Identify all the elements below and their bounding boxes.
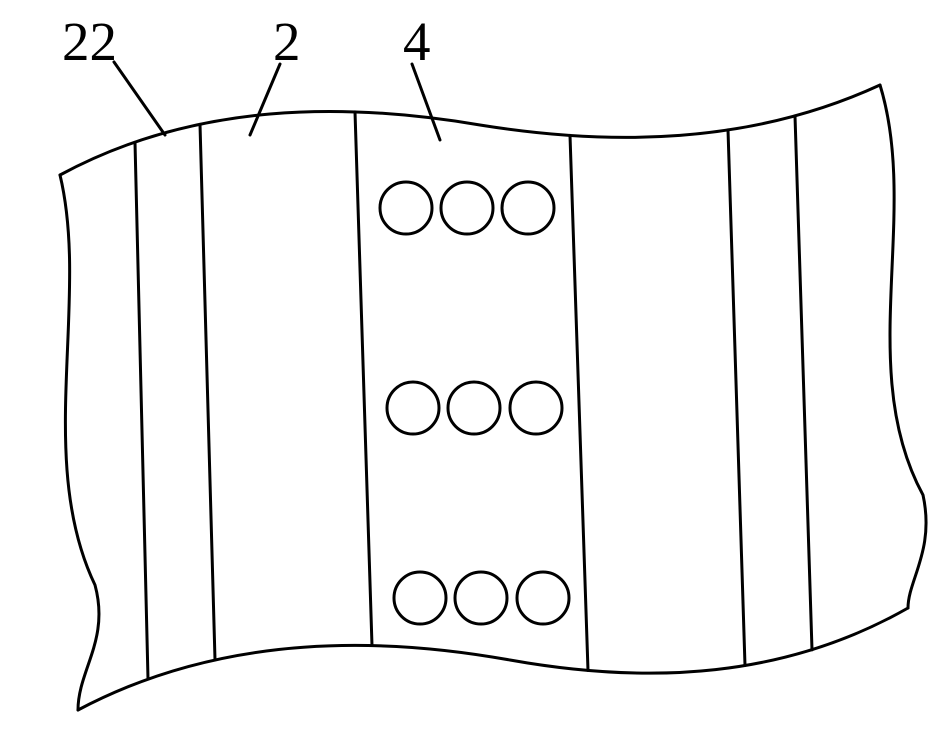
label-22: 22 xyxy=(62,10,117,73)
label-4: 4 xyxy=(403,10,431,73)
hole-grid xyxy=(380,182,569,624)
leader-lines xyxy=(114,62,440,140)
label-2: 2 xyxy=(273,10,301,73)
technical-drawing xyxy=(0,0,932,735)
vertical-dividers xyxy=(135,112,812,679)
